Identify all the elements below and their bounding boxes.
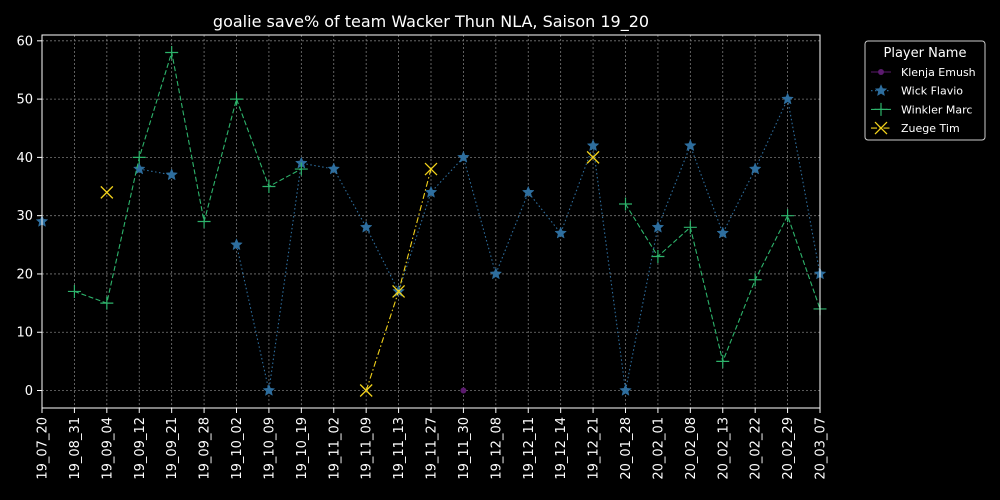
x-tick-label: 19_09_21	[165, 417, 180, 480]
data-point	[619, 197, 632, 211]
data-point	[424, 162, 438, 176]
x-tick-label: 19_11_27	[425, 417, 440, 480]
data-point	[521, 185, 535, 198]
legend-marker	[874, 84, 888, 97]
y-tick-label: 20	[16, 267, 33, 282]
x-tick-label: 19_11_13	[392, 417, 407, 480]
data-point	[489, 267, 503, 280]
data-point	[67, 284, 81, 298]
x-tick-label: 19_11_02	[327, 417, 342, 480]
data-point	[586, 139, 600, 152]
chart-title: goalie save% of team Wacker Thun NLA, Sa…	[213, 12, 649, 32]
data-point	[230, 238, 243, 251]
legend-item: Wick Flavio	[871, 84, 963, 98]
x-tick-label: 19_09_28	[198, 417, 213, 480]
y-tick-label: 60	[16, 34, 33, 49]
legend-items: Klenja Emush Wick Flavio Winkler Marc Zuege…	[871, 66, 976, 135]
series-line	[74, 52, 302, 304]
legend-marker	[874, 121, 888, 135]
data-point	[716, 354, 730, 368]
data-point	[683, 220, 697, 234]
x-tick-label: 19_10_09	[262, 417, 277, 480]
y-tick-label: 50	[16, 93, 33, 108]
data-point	[294, 162, 308, 176]
x-tick-label: 19_09_12	[133, 417, 148, 480]
data-point	[132, 150, 146, 164]
data-point	[262, 180, 276, 194]
plot-frame	[41, 34, 821, 409]
x-tick-label: 19_12_21	[587, 417, 602, 480]
legend-frame	[864, 40, 986, 141]
y-tick-label: 10	[16, 326, 33, 341]
y-tick-label: 30	[16, 209, 33, 224]
data-point	[457, 150, 470, 163]
data-point	[100, 185, 114, 199]
data-point	[781, 92, 794, 105]
data-point	[165, 168, 178, 181]
data-point	[327, 162, 341, 175]
series-klenja-emush	[460, 387, 467, 394]
x-tick-label: 20_02_13	[716, 417, 731, 480]
data-point	[586, 150, 600, 164]
legend-item: Winkler Marc	[871, 102, 972, 116]
legend-label: Wick Flavio	[901, 85, 963, 98]
legend-label: Zuege Tim	[901, 122, 960, 135]
data-point	[230, 92, 243, 106]
x-tick-label: 20_02_01	[651, 417, 666, 480]
series-line	[139, 168, 172, 176]
x-tick-label: 19_12_08	[489, 417, 504, 480]
data-point	[392, 284, 406, 298]
legend-item: Zuege Tim	[871, 121, 960, 135]
x-tick-label: 19_09_04	[100, 417, 115, 480]
series-zuege-tim	[100, 150, 600, 397]
legend-marker	[878, 69, 884, 75]
x-tick-label: 19_12_11	[522, 417, 537, 480]
data-point	[651, 249, 665, 263]
x-tick-label: 19_11_30	[457, 417, 472, 480]
grid-layer	[41, 35, 821, 408]
x-tick-label: 19_11_09	[360, 417, 375, 480]
data-point	[619, 383, 632, 396]
data-point	[359, 384, 373, 397]
x-tick-label: 19_07_20	[36, 417, 51, 480]
data-point	[165, 45, 179, 59]
x-tick-label: 20_02_08	[684, 417, 699, 480]
legend: Player Name Klenja Emush Wick Flavio Winkl…	[864, 40, 986, 141]
axes-layer: 0 10 20 30 40 50 60 19_07_20 19_08_31 19_09_04 19_…	[16, 34, 828, 479]
data-point	[460, 387, 467, 394]
data-point	[716, 226, 730, 239]
data-point	[748, 162, 762, 175]
data-point	[684, 139, 697, 152]
data-point	[781, 209, 795, 223]
x-tick-label: 20_03_07	[814, 417, 829, 480]
x-tick-label: 19_10_02	[230, 417, 245, 480]
data-point	[554, 226, 567, 239]
data-point	[651, 220, 665, 233]
x-tick-label: 19_12_14	[554, 417, 569, 480]
data-point	[359, 220, 373, 233]
data-point	[424, 185, 438, 198]
legend-label: Klenja Emush	[901, 66, 976, 79]
legend-label: Winkler Marc	[901, 103, 972, 116]
legend-marker	[874, 102, 888, 116]
data-point	[100, 296, 114, 310]
data-point	[748, 273, 762, 287]
legend-item: Klenja Emush	[871, 66, 976, 79]
x-tick-label: 20_02_29	[781, 417, 796, 480]
x-tick-label: 20_02_22	[749, 417, 764, 480]
x-tick-label: 19_10_19	[295, 417, 310, 480]
y-tick-label: 40	[16, 151, 33, 166]
x-tick-label: 20_01_28	[619, 417, 634, 480]
legend-title: Player Name	[884, 46, 967, 61]
y-tick-label: 0	[25, 384, 33, 399]
data-point	[262, 383, 276, 396]
data-point	[197, 215, 211, 228]
x-tick-label: 19_08_31	[68, 417, 83, 480]
